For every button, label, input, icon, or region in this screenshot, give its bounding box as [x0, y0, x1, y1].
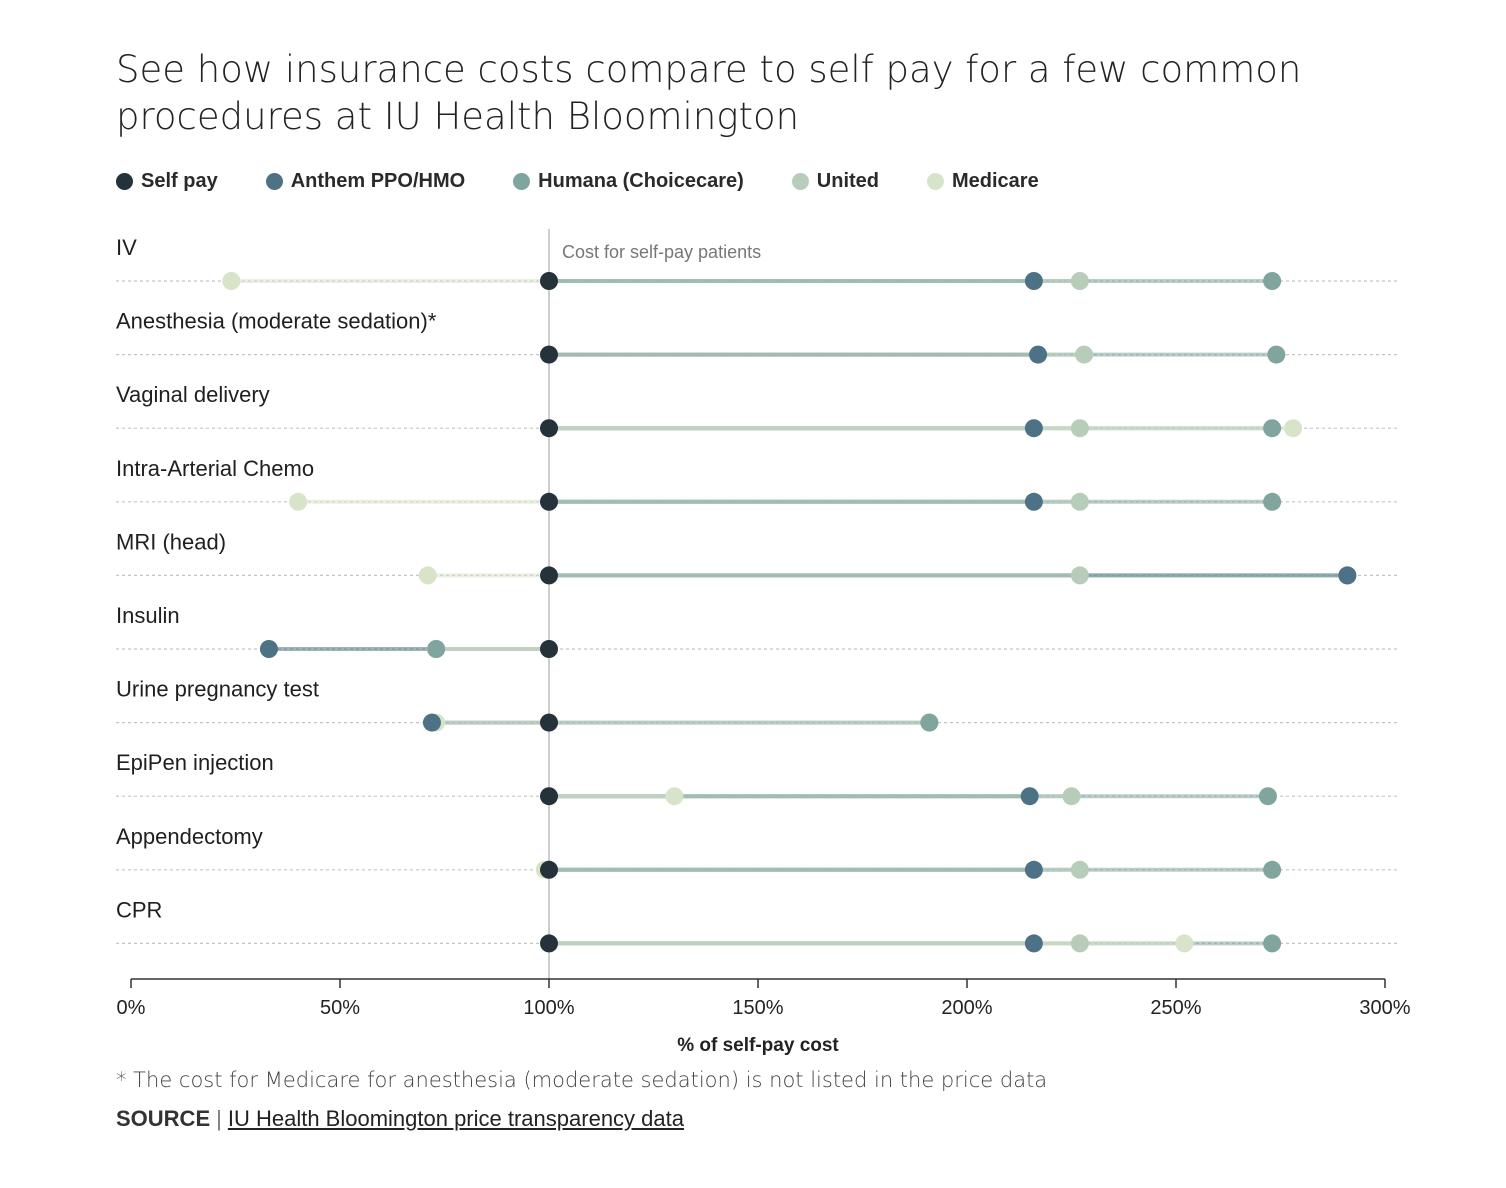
- dot-united: [1070, 860, 1089, 879]
- dot-humana-choicecare: [1263, 492, 1282, 511]
- dot-anthem-ppo-hmo: [1020, 787, 1039, 806]
- dot-anthem-ppo-hmo: [1338, 566, 1357, 585]
- legend-swatch-anthem: [265, 172, 283, 190]
- dot-united: [1062, 787, 1081, 806]
- row-label: IV: [116, 235, 137, 260]
- source-line: SOURCE | IU Health Bloomington price trans…: [116, 1106, 684, 1132]
- reference-line-label: Cost for self-pay patients: [562, 242, 761, 262]
- row-label: Urine pregnancy test: [116, 677, 319, 702]
- legend-swatch-humana: [513, 172, 531, 190]
- legend-label-medicare: Medicare: [952, 169, 1039, 192]
- legend-swatch-united: [791, 172, 809, 190]
- dot-anthem-ppo-hmo: [1024, 492, 1043, 511]
- dot-self-pay: [540, 787, 558, 806]
- dot-humana-choicecare: [1267, 345, 1286, 364]
- dot-self-pay: [540, 272, 558, 290]
- dot-humana-choicecare: [427, 640, 446, 658]
- dot-medicare: [222, 272, 241, 290]
- row-label: EpiPen injection: [116, 750, 274, 775]
- legend-item-medicare: Medicare: [927, 170, 1039, 193]
- row-label: Intra-Arterial Chemo: [116, 456, 314, 481]
- source-label: SOURCE: [116, 1106, 211, 1131]
- dot-humana-choicecare: [920, 713, 939, 732]
- dot-united: [1070, 566, 1089, 585]
- dot-humana-choicecare: [1263, 272, 1282, 290]
- row-label: Insulin: [116, 603, 180, 628]
- dot-united: [1070, 934, 1089, 953]
- row-label: MRI (head): [116, 529, 226, 554]
- dot-self-pay: [540, 713, 558, 732]
- dot-medicare: [1175, 934, 1194, 953]
- dot-anthem-ppo-hmo: [259, 640, 278, 658]
- chart-title: See how insurance costs compare to self …: [116, 48, 1302, 138]
- dot-anthem-ppo-hmo: [1024, 272, 1043, 290]
- dot-anthem-ppo-hmo: [1024, 419, 1043, 438]
- dot-self-pay: [540, 419, 558, 438]
- dot-united: [1070, 492, 1089, 511]
- legend-label-humana: Humana (Choicecare): [538, 169, 744, 192]
- legend-item-self-pay: Self pay: [116, 170, 218, 193]
- row-label: Appendectomy: [116, 824, 263, 849]
- row-label: CPR: [116, 897, 162, 922]
- dot-self-pay: [540, 860, 558, 879]
- dot-humana-choicecare: [1263, 860, 1282, 879]
- dot-medicare: [418, 566, 437, 585]
- row-label: Vaginal delivery: [116, 382, 270, 407]
- x-axis-title: % of self-pay cost: [677, 1035, 839, 1056]
- dot-humana-choicecare: [1263, 419, 1282, 438]
- dot-medicare: [1284, 419, 1303, 438]
- dot-humana-choicecare: [1263, 934, 1282, 953]
- x-tick-label: 150%: [732, 997, 783, 1019]
- dot-self-pay: [540, 345, 558, 364]
- dot-anthem-ppo-hmo: [1029, 345, 1048, 364]
- dot-self-pay: [540, 492, 558, 511]
- dot-humana-choicecare: [1258, 787, 1277, 806]
- footnote: * The cost for Medicare for anesthesia (…: [116, 1068, 1048, 1092]
- source-link[interactable]: IU Health Bloomington price transparency…: [227, 1106, 684, 1131]
- dot-medicare: [289, 492, 308, 511]
- row-label: Anesthesia (moderate sedation)*: [116, 309, 437, 334]
- dot-medicare: [665, 787, 684, 806]
- x-tick-label: 100%: [523, 997, 574, 1019]
- legend-swatch-medicare: [927, 172, 944, 190]
- legend-item-united: United: [791, 169, 879, 193]
- x-tick-label: 50%: [320, 997, 360, 1019]
- legend-swatch-self-pay: [116, 172, 133, 190]
- dot-self-pay: [540, 566, 558, 585]
- dot-anthem-ppo-hmo: [1024, 860, 1043, 879]
- x-tick-label: 300%: [1359, 997, 1410, 1019]
- x-tick-label: 250%: [1150, 997, 1201, 1019]
- dot-united: [1070, 272, 1089, 290]
- legend-label-self-pay: Self pay: [141, 169, 218, 192]
- dot-united: [1075, 345, 1094, 364]
- source-separator: |: [216, 1106, 222, 1131]
- x-tick-label: 200%: [941, 997, 992, 1019]
- x-tick-label: 0%: [117, 997, 146, 1019]
- dot-self-pay: [540, 640, 558, 658]
- legend: Self pay Anthem PPO/HMO Humana (Choiceca…: [116, 167, 1087, 195]
- legend-label-anthem: Anthem PPO/HMO: [290, 169, 466, 192]
- legend-item-humana: Humana (Choicecare): [513, 170, 744, 193]
- dot-anthem-ppo-hmo: [422, 713, 441, 732]
- dot-self-pay: [540, 934, 558, 953]
- dot-united: [1070, 419, 1089, 438]
- legend-item-anthem: Anthem PPO/HMO: [265, 169, 466, 193]
- dot-anthem-ppo-hmo: [1024, 934, 1043, 953]
- legend-label-united: United: [816, 169, 879, 192]
